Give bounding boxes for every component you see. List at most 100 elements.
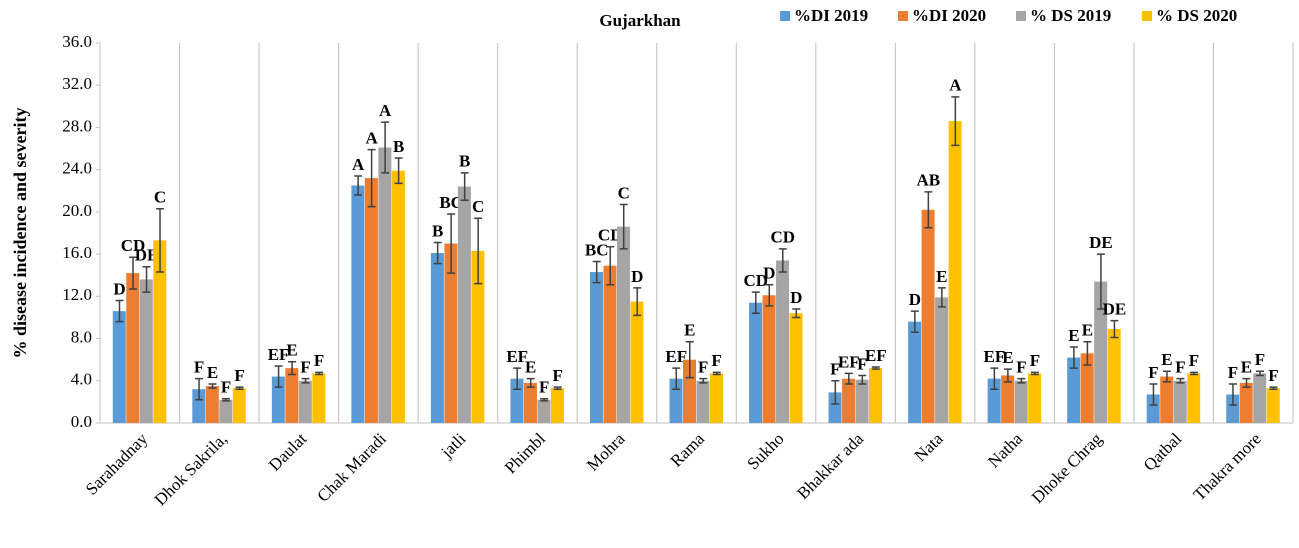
- significance-letter: AB: [917, 171, 941, 190]
- y-tick-label: 8.0: [71, 327, 92, 346]
- bar: [935, 297, 949, 423]
- error-bar: [222, 397, 231, 402]
- error-bar: [619, 203, 628, 250]
- error-bar: [553, 386, 562, 390]
- significance-letter: EF: [665, 347, 687, 366]
- significance-letter: E: [1082, 321, 1093, 340]
- significance-letter: F: [712, 351, 722, 370]
- legend-label: % DS 2020: [1156, 6, 1237, 25]
- bar: [1080, 353, 1094, 423]
- error-bar: [937, 287, 946, 308]
- bar: [776, 260, 790, 423]
- error-bar: [513, 367, 522, 390]
- error-bar: [831, 380, 840, 405]
- error-bar: [990, 367, 999, 390]
- bar: [1001, 375, 1015, 423]
- significance-letter: B: [393, 137, 404, 156]
- bar: [112, 311, 126, 423]
- x-tick-label: Thakra more: [1190, 429, 1265, 504]
- error-bar: [354, 175, 363, 196]
- significance-letter: C: [154, 188, 166, 207]
- significance-letter: F: [1148, 363, 1158, 382]
- y-tick-label: 12.0: [62, 285, 92, 304]
- significance-letter: F: [698, 358, 708, 377]
- y-tick-label: 16.0: [62, 243, 92, 262]
- error-bar: [235, 386, 244, 390]
- significance-letter: F: [234, 366, 244, 385]
- x-tick-label: Mohra: [583, 429, 629, 475]
- chart-title: Gujarkhan: [599, 11, 681, 30]
- bar: [710, 373, 723, 423]
- error-bar: [606, 245, 615, 286]
- x-tick-label: Qatbal: [1140, 429, 1186, 475]
- bar: [869, 368, 883, 423]
- significance-letter: CD: [121, 236, 146, 255]
- bar: [285, 368, 299, 423]
- significance-letter: E: [525, 358, 536, 377]
- error-bar: [1176, 377, 1185, 384]
- bar: [630, 301, 644, 423]
- error-bar: [685, 340, 694, 379]
- significance-letter: E: [1068, 326, 1079, 345]
- bar: [312, 373, 326, 423]
- legend-label: % DS 2019: [1030, 6, 1111, 25]
- significance-letter: D: [763, 264, 775, 283]
- significance-letter: DE: [1103, 300, 1127, 319]
- error-bar: [1162, 370, 1171, 383]
- significance-letter: F: [1030, 351, 1040, 370]
- bar: [1187, 373, 1201, 423]
- error-bar: [712, 371, 721, 376]
- error-bar: [1255, 370, 1264, 377]
- error-bar: [1189, 371, 1198, 376]
- bar: [1173, 380, 1187, 423]
- significance-letter: BC: [439, 193, 463, 212]
- significance-letter: DE: [135, 246, 159, 265]
- bar: [430, 253, 444, 423]
- significance-letter: F: [1228, 363, 1238, 382]
- error-bar: [633, 287, 642, 317]
- bar: [908, 321, 922, 423]
- significance-letter: EF: [865, 346, 887, 365]
- error-bar: [871, 366, 880, 370]
- significance-letter: E: [1002, 348, 1013, 367]
- bar: [205, 386, 219, 423]
- bar: [616, 226, 630, 423]
- bar: [828, 392, 842, 423]
- significance-letter: D: [113, 279, 125, 298]
- bar: [232, 388, 246, 423]
- bar: [1253, 373, 1267, 423]
- error-bar: [367, 148, 376, 208]
- y-tick-label: 24.0: [62, 159, 92, 178]
- error-bar: [156, 207, 165, 273]
- error-bar: [142, 266, 151, 293]
- significance-letter: CD: [771, 228, 796, 247]
- significance-letter: DE: [1089, 233, 1113, 252]
- bar: [1094, 281, 1108, 423]
- y-tick-label: 36.0: [62, 32, 92, 51]
- error-bar: [1269, 386, 1278, 390]
- legend-label: %DI 2020: [912, 6, 986, 25]
- x-tick-label: Sarahadnay: [82, 429, 152, 499]
- bar: [364, 178, 378, 423]
- bar: [126, 273, 140, 423]
- significance-letter: C: [472, 197, 484, 216]
- error-bar: [447, 213, 456, 274]
- significance-letter: F: [300, 358, 310, 377]
- x-tick-label: Bhakkar ada: [793, 429, 867, 503]
- error-bar: [381, 121, 390, 174]
- bar: [696, 380, 710, 423]
- error-bar: [778, 248, 787, 273]
- error-bar: [540, 397, 549, 402]
- error-bar: [858, 374, 867, 385]
- bar: [921, 209, 935, 423]
- legend-swatch: [1016, 11, 1026, 21]
- error-bar: [208, 383, 217, 389]
- legend-label: %DI 2019: [794, 6, 868, 25]
- bar: [1239, 382, 1253, 423]
- legend-swatch: [780, 11, 790, 21]
- bar: [1160, 376, 1174, 423]
- error-bar: [301, 377, 310, 384]
- x-tick-label: Rama: [667, 429, 709, 471]
- significance-letter: E: [1161, 350, 1172, 369]
- significance-letter: E: [936, 267, 947, 286]
